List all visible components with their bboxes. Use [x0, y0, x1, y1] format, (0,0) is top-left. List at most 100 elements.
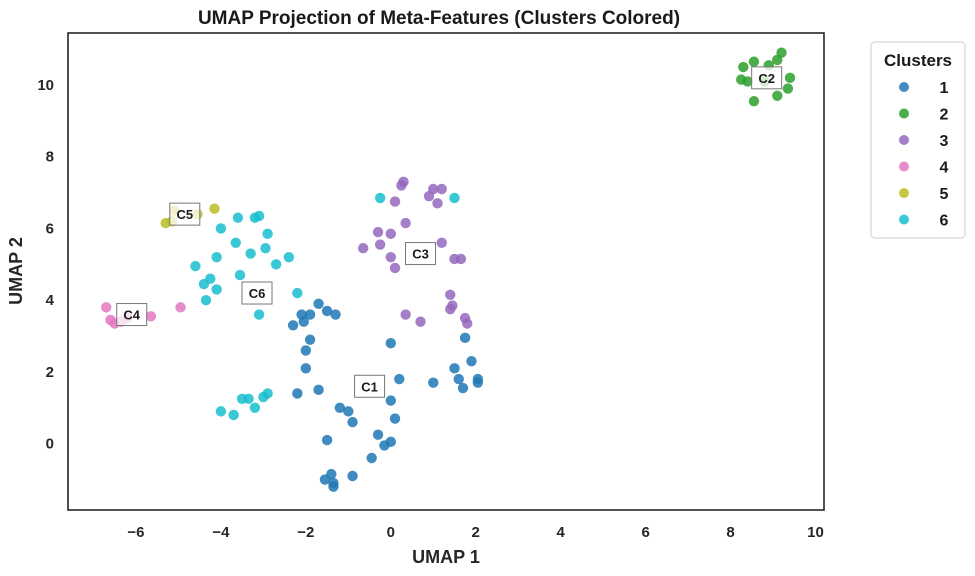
x-tick-label: 0	[387, 524, 395, 541]
point-cluster-6	[249, 402, 261, 413]
y-tick-label: 2	[46, 364, 54, 381]
point-cluster-3	[389, 196, 401, 207]
point-cluster-1	[385, 338, 396, 349]
point-cluster-3	[462, 318, 473, 329]
legend-entry-2: 2	[940, 107, 949, 124]
scatter-points	[101, 47, 796, 492]
point-cluster-6	[200, 294, 212, 306]
point-cluster-6	[243, 393, 254, 405]
point-cluster-1	[379, 440, 390, 451]
x-tick-label: −2	[297, 524, 314, 541]
legend-marker-6	[899, 214, 909, 225]
point-cluster-6	[258, 391, 269, 403]
point-cluster-4	[101, 302, 112, 313]
point-cluster-1	[304, 309, 316, 320]
point-cluster-1	[292, 388, 303, 399]
cluster-centroid-labels: C1 C2 C3 C4 C5 C6	[116, 66, 783, 398]
point-cluster-1	[330, 309, 341, 320]
point-cluster-6	[245, 248, 256, 259]
plot-frame	[67, 32, 825, 511]
point-cluster-3	[385, 228, 396, 240]
legend-title: Clusters	[884, 51, 952, 70]
point-cluster-1	[385, 395, 396, 406]
legend-marker-2	[899, 108, 909, 119]
point-cluster-3	[455, 253, 467, 265]
chart-title: UMAP Projection of Meta-Features (Cluste…	[198, 8, 680, 29]
y-tick-label: 10	[37, 77, 54, 94]
point-cluster-4	[145, 311, 157, 322]
point-cluster-2	[748, 95, 760, 107]
point-cluster-1	[347, 470, 358, 482]
y-tick-label: 6	[46, 220, 54, 237]
point-cluster-1	[300, 345, 312, 356]
legend-entry-5: 5	[940, 186, 949, 203]
point-cluster-1	[453, 373, 464, 385]
x-tick-label: −4	[212, 524, 230, 541]
legend-entry-4: 4	[940, 160, 949, 177]
point-cluster-1	[298, 316, 309, 327]
legend-marker-5	[899, 188, 909, 198]
point-cluster-6	[228, 409, 239, 421]
point-cluster-3	[357, 242, 369, 254]
point-cluster-1	[394, 373, 405, 385]
point-cluster-4	[175, 302, 186, 313]
point-cluster-1	[366, 452, 377, 464]
cluster-label-c5: C5	[176, 207, 193, 222]
point-cluster-1	[389, 413, 401, 424]
point-cluster-2	[742, 76, 753, 87]
point-cluster-6	[211, 284, 222, 295]
y-tick-label: 4	[46, 292, 55, 309]
point-cluster-1	[347, 416, 358, 428]
x-axis-label: UMAP 1	[412, 547, 480, 567]
x-axis-ticks: −6 −4 −2 0 2 4 6 8 10	[127, 524, 823, 541]
x-tick-label: 10	[807, 524, 824, 541]
point-cluster-6	[270, 259, 282, 270]
point-cluster-6	[215, 223, 227, 234]
point-cluster-1	[472, 377, 484, 388]
point-cluster-6	[234, 269, 246, 281]
point-cluster-2	[776, 47, 787, 58]
point-cluster-6	[198, 278, 210, 290]
point-cluster-1	[457, 382, 469, 394]
point-cluster-3	[385, 251, 396, 263]
y-tick-label: 0	[46, 436, 54, 453]
point-cluster-3	[445, 303, 456, 315]
x-tick-label: −6	[127, 524, 144, 541]
point-cluster-3	[372, 226, 384, 238]
legend-entry-1: 1	[940, 80, 949, 97]
point-cluster-6	[253, 309, 265, 320]
point-cluster-1	[321, 305, 333, 317]
point-cluster-6	[211, 251, 222, 263]
point-cluster-1	[328, 481, 339, 492]
point-cluster-3	[400, 309, 411, 320]
point-cluster-3	[423, 190, 435, 202]
point-cluster-6	[260, 242, 271, 254]
legend-entry-6: 6	[940, 213, 949, 230]
cluster-label-box	[116, 303, 148, 327]
cluster-label-c4: C4	[123, 308, 140, 323]
point-cluster-2	[784, 72, 796, 84]
x-tick-label: 6	[641, 524, 649, 541]
point-cluster-1	[319, 474, 331, 485]
point-cluster-6	[449, 192, 460, 204]
point-cluster-3	[432, 198, 443, 209]
point-cluster-3	[415, 316, 426, 327]
point-cluster-1	[304, 334, 316, 345]
point-cluster-6	[230, 237, 241, 249]
point-cluster-1	[300, 363, 312, 374]
cluster-label-c3: C3	[412, 247, 429, 262]
point-cluster-1	[428, 377, 439, 388]
point-cluster-1	[334, 402, 346, 413]
point-cluster-2	[782, 83, 794, 94]
point-cluster-1	[321, 434, 333, 446]
point-cluster-1	[343, 406, 354, 417]
point-cluster-2	[748, 56, 760, 67]
point-cluster-3	[445, 289, 456, 301]
point-cluster-6	[215, 406, 227, 417]
point-cluster-6	[190, 260, 201, 272]
point-cluster-6	[232, 212, 244, 223]
point-cluster-3	[389, 262, 401, 274]
point-cluster-3	[436, 237, 447, 249]
cluster-label-c2: C2	[758, 71, 775, 86]
